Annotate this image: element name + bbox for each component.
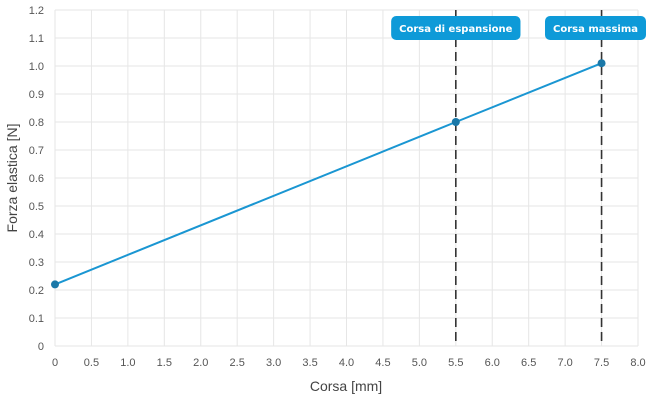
x-axis-ticks: 0 0.5 1.0 1.5 2.0 2.5 3.0 3.5 4.0 4.5 5.0 5.5 6.0 6.5… bbox=[52, 357, 646, 369]
x-tick-label: 5.0 bbox=[412, 357, 427, 369]
x-tick-label: 7.5 bbox=[594, 357, 609, 369]
y-tick-label: 0.2 bbox=[29, 285, 44, 297]
data-point bbox=[51, 280, 59, 289]
x-tick-label: 2.5 bbox=[230, 357, 245, 369]
y-tick-label: 0.7 bbox=[29, 145, 44, 157]
series bbox=[51, 59, 606, 289]
y-tick-label: 1.1 bbox=[29, 33, 44, 45]
series-line bbox=[54, 62, 602, 286]
annotation-label: Corsa di espansione bbox=[391, 16, 521, 40]
x-tick-label: 6.5 bbox=[521, 357, 536, 369]
y-tick-label: 0.1 bbox=[29, 313, 44, 325]
x-tick-label: 1.0 bbox=[120, 357, 135, 369]
y-tick-label: 0 bbox=[38, 341, 44, 353]
x-tick-label: 1.5 bbox=[157, 357, 172, 369]
x-tick-label: 0.5 bbox=[84, 357, 99, 369]
y-tick-label: 0.4 bbox=[29, 229, 44, 241]
x-tick-label: 0 bbox=[52, 357, 58, 369]
annotation-label: Corsa massima bbox=[545, 16, 646, 40]
y-tick-label: 0.3 bbox=[29, 257, 44, 269]
x-tick-label: 6.0 bbox=[485, 357, 500, 369]
x-tick-label: 3.0 bbox=[266, 357, 281, 369]
x-tick-label: 4.0 bbox=[339, 357, 354, 369]
y-axis-ticks: 0 0.1 0.2 0.3 0.4 0.5 0.6 0.7 0.8 0.9 1.0 1.1 1.2 bbox=[29, 5, 44, 353]
y-tick-label: 1.0 bbox=[29, 61, 44, 73]
data-point bbox=[597, 59, 606, 68]
annotation-label-box bbox=[545, 16, 646, 40]
y-tick-label: 1.2 bbox=[29, 5, 44, 17]
x-tick-label: 5.5 bbox=[448, 357, 463, 369]
x-tick-label: 4.5 bbox=[375, 357, 390, 369]
annotation-labels: Corsa di espansione Corsa massima bbox=[391, 16, 646, 40]
x-axis-title: Corsa [mm] bbox=[310, 378, 382, 394]
grid bbox=[54, 9, 639, 347]
y-tick-label: 0.8 bbox=[29, 117, 44, 129]
x-tick-label: 7.0 bbox=[557, 357, 572, 369]
x-tick-label: 3.5 bbox=[302, 357, 317, 369]
y-tick-label: 0.5 bbox=[29, 201, 44, 213]
y-tick-label: 0.6 bbox=[29, 173, 44, 185]
x-tick-label: 8.0 bbox=[630, 357, 645, 369]
y-tick-label: 0.9 bbox=[29, 89, 44, 101]
annotation-label-box bbox=[391, 16, 521, 40]
y-axis-title: Forza elastica [N] bbox=[4, 124, 20, 233]
data-point bbox=[451, 118, 460, 126]
annotation-label-text: Corsa di espansione bbox=[399, 24, 513, 35]
x-tick-label: 2.0 bbox=[193, 357, 208, 369]
annotation-label-text: Corsa massima bbox=[553, 24, 638, 35]
